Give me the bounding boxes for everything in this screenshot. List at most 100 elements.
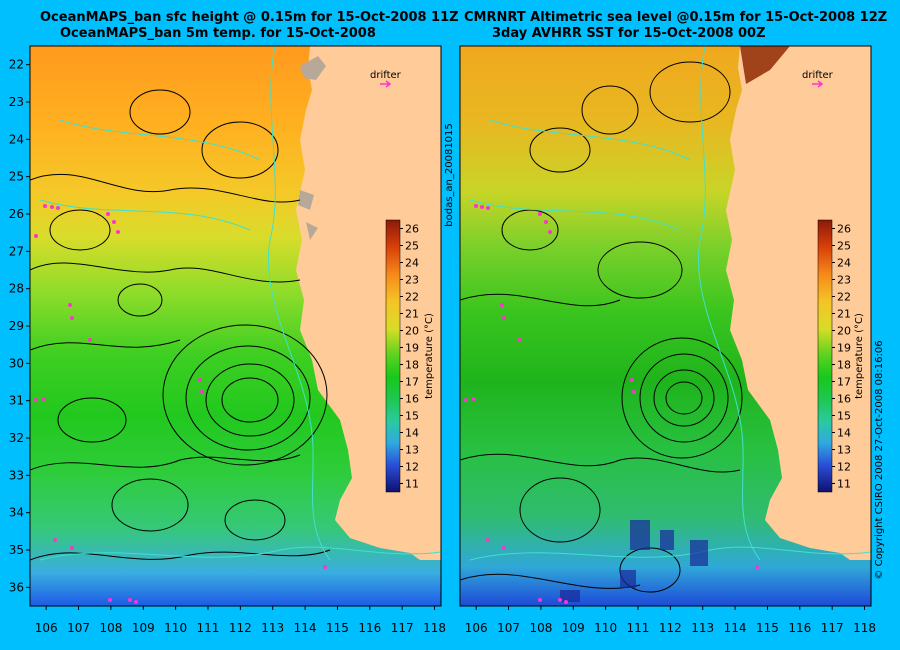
colorbar-tick-label: 19 (405, 342, 419, 355)
left-islands (298, 56, 326, 240)
left-colorbar-label: temperature (°C) (424, 313, 435, 399)
colorbar-tick-label: 16 (837, 393, 851, 406)
lon-tick-label: 110 (164, 621, 187, 635)
lat-tick-label: 23 (9, 95, 24, 109)
left-colorbar-ticks: 26 25 24 23 22 21 20 19 18 17 16 15 14 13 12 11 (400, 223, 419, 491)
right-longitude-axis: 106 107 108 109 110 111 112 113 114 115 116 117 118 (465, 606, 876, 635)
lat-tick-label: 28 (9, 282, 24, 296)
colorbar-tick-label: 20 (837, 325, 851, 338)
colorbar-tick-label: 18 (837, 359, 851, 372)
left-drifter-tracks (34, 204, 327, 604)
lon-tick-label: 108 (99, 621, 122, 635)
right-drifter-tracks (464, 204, 759, 604)
lon-tick-label: 115 (326, 621, 349, 635)
left-drifter-label: drifter (370, 70, 402, 81)
left-height-contours (30, 89, 331, 561)
right-map-frame (459, 45, 872, 607)
left-latitude-axis: 22 23 24 25 26 27 28 29 30 31 32 33 34 35 36 (9, 58, 30, 594)
colorbar-tick-label: 17 (405, 376, 419, 389)
left-colorbar (385, 219, 401, 493)
right-drifter-arrow-icon (812, 80, 824, 88)
right-land-edge-warm (740, 46, 790, 84)
lon-tick-label: 112 (659, 621, 682, 635)
colorbar-tick-label: 24 (837, 257, 851, 270)
colorbar-tick-label: 26 (837, 223, 851, 236)
colorbar-tick-label: 14 (405, 427, 419, 440)
colorbar-tick-label: 22 (405, 291, 419, 304)
copyright-label: © Copyright CSIRO 2008 27-Oct-2008 08:16… (874, 340, 885, 579)
lat-tick-label: 36 (9, 580, 24, 594)
lon-tick-label: 110 (594, 621, 617, 635)
lat-tick-label: 31 (9, 394, 24, 408)
colorbar-tick-label: 25 (837, 240, 851, 253)
colorbar-tick-label: 13 (837, 444, 851, 457)
colorbar-tick-label: 15 (837, 410, 851, 423)
lon-tick-label: 107 (497, 621, 520, 635)
lon-tick-label: 111 (627, 621, 650, 635)
left-bathymetry (39, 46, 441, 561)
lon-tick-label: 113 (691, 621, 714, 635)
colorbar-tick-label: 12 (837, 461, 851, 474)
left-drifter-arrow-icon (380, 80, 392, 88)
lon-tick-label: 114 (724, 621, 747, 635)
lat-tick-label: 33 (9, 468, 24, 482)
left-map-panel: drifter 26 25 24 23 22 21 20 19 18 17 16 15 14 13 12 11… (9, 45, 446, 635)
left-longitude-axis: 106 107 108 109 110 111 112 113 114 115 116 117 118 (35, 606, 446, 635)
lon-tick-label: 109 (132, 621, 155, 635)
lon-tick-label: 108 (529, 621, 552, 635)
colorbar-tick-label: 11 (837, 478, 851, 491)
colorbar-tick-label: 21 (405, 308, 419, 321)
lat-tick-label: 29 (9, 319, 24, 333)
lat-tick-label: 34 (9, 506, 24, 520)
lon-tick-label: 107 (67, 621, 90, 635)
colorbar-tick-label: 14 (837, 427, 851, 440)
right-title-line2: 3day AVHRR SST for 15-Oct-2008 00Z (492, 26, 766, 41)
right-colorbar-ticks: 26 25 24 23 22 21 20 19 18 17 16 15 14 13 12 11 (832, 223, 851, 491)
right-map-panel: drifter 26 25 24 23 22 21 20 19 18 17 16 15 14 13 12 11… (459, 45, 876, 635)
lat-tick-label: 24 (9, 132, 24, 146)
lon-tick-label: 113 (261, 621, 284, 635)
run-id-label: bodas_an_20081015 (444, 123, 455, 227)
lon-tick-label: 115 (756, 621, 779, 635)
colorbar-tick-label: 22 (837, 291, 851, 304)
lon-tick-label: 111 (197, 621, 220, 635)
colorbar-tick-label: 23 (837, 274, 851, 287)
colorbar-tick-label: 19 (837, 342, 851, 355)
right-colorbar-label: temperature (°C) (854, 313, 865, 399)
lat-tick-label: 27 (9, 244, 24, 258)
colorbar-tick-label: 23 (405, 274, 419, 287)
colorbar-tick-label: 11 (405, 478, 419, 491)
colorbar-tick-label: 20 (405, 325, 419, 338)
colorbar-tick-label: 15 (405, 410, 419, 423)
lon-tick-label: 116 (358, 621, 381, 635)
lon-tick-label: 117 (391, 621, 414, 635)
right-drifter-label: drifter (802, 70, 834, 81)
lon-tick-label: 114 (294, 621, 317, 635)
lon-tick-label: 112 (229, 621, 252, 635)
colorbar-tick-label: 16 (405, 393, 419, 406)
lon-tick-label: 118 (423, 621, 446, 635)
colorbar-tick-label: 26 (405, 223, 419, 236)
lon-tick-label: 106 (35, 621, 58, 635)
lon-tick-label: 117 (821, 621, 844, 635)
lon-tick-label: 109 (562, 621, 585, 635)
lat-tick-label: 30 (9, 356, 24, 370)
colorbar-tick-label: 12 (405, 461, 419, 474)
lat-tick-label: 26 (9, 207, 24, 221)
right-title-line1: CMRNRT Altimetric sea level @0.15m for 1… (464, 10, 888, 25)
lat-tick-label: 32 (9, 431, 24, 445)
lat-tick-label: 22 (9, 58, 24, 72)
left-land-mass (296, 46, 441, 560)
right-cold-patches (560, 520, 708, 602)
lon-tick-label: 118 (853, 621, 876, 635)
colorbar-tick-label: 25 (405, 240, 419, 253)
lat-tick-label: 25 (9, 170, 24, 184)
right-colorbar (817, 219, 833, 493)
colorbar-tick-label: 13 (405, 444, 419, 457)
colorbar-tick-label: 18 (405, 359, 419, 372)
left-title-line1: OceanMAPS_ban sfc height @ 0.15m for 15-… (40, 10, 459, 25)
lon-tick-label: 106 (465, 621, 488, 635)
colorbar-tick-label: 21 (837, 308, 851, 321)
lon-tick-label: 116 (788, 621, 811, 635)
